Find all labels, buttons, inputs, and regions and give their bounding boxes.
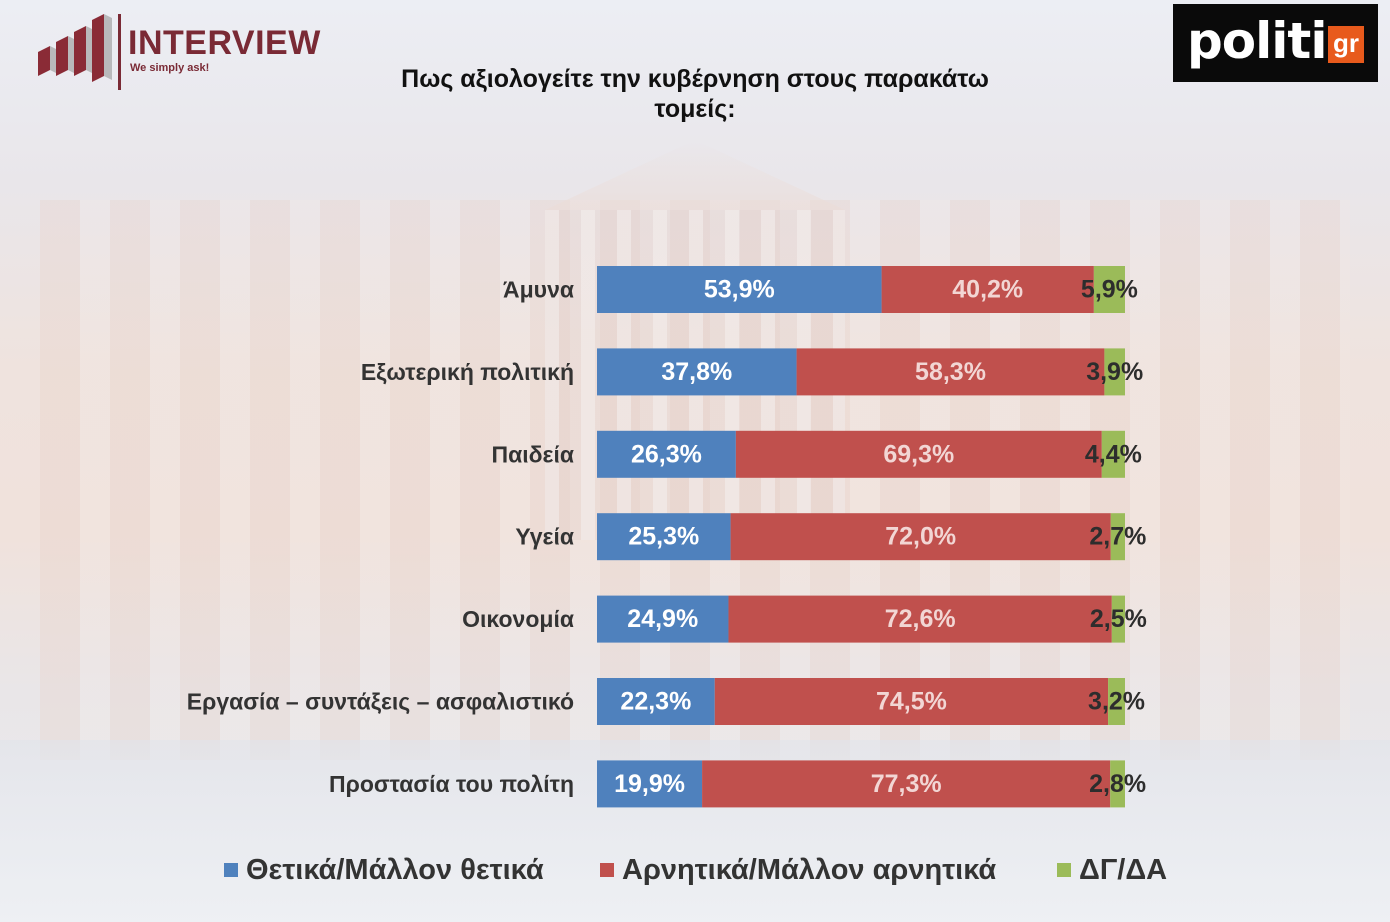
bar-segment-series-2 xyxy=(1111,595,1125,643)
chart-title: Πως αξιολογείτε την κυβέρνηση στους παρα… xyxy=(401,65,989,123)
legend-label: ΔΓ/ΔΑ xyxy=(1079,853,1168,886)
data-label: 2,5% xyxy=(1090,605,1147,633)
bar-segment-series-0 xyxy=(597,678,715,725)
data-label: 77,3% xyxy=(871,770,942,798)
politic-logo-suffix: gr xyxy=(1328,26,1364,63)
politic-logo: politic gr xyxy=(1173,4,1378,82)
bar-segment-series-0 xyxy=(597,266,882,313)
data-label: 3,9% xyxy=(1086,358,1143,386)
data-label: 74,5% xyxy=(876,688,947,716)
bar-segment-series-1 xyxy=(730,513,1111,561)
category-label: Εργασία – συντάξεις – ασφαλιστικό xyxy=(187,689,574,715)
category-label: Προστασία του πολίτη xyxy=(329,771,574,797)
bar-segment-series-0 xyxy=(597,595,729,643)
bar-segment-series-2 xyxy=(1104,348,1125,396)
bar-segment-series-2 xyxy=(1110,513,1125,561)
bar-segment-series-1 xyxy=(728,595,1112,643)
data-label: 2,7% xyxy=(1089,523,1146,551)
bar-segment-series-1 xyxy=(702,760,1111,808)
category-label: Άμυνα xyxy=(503,277,574,303)
data-label: 22,3% xyxy=(620,688,691,716)
data-label: 69,3% xyxy=(883,440,954,468)
category-label: Παιδεία xyxy=(491,441,574,467)
data-label: 2,8% xyxy=(1089,770,1146,798)
legend-item: Αρνητικά/Μάλλον αρνητικά xyxy=(600,850,996,890)
data-label: 19,9% xyxy=(614,770,685,798)
politic-logo-word: politic xyxy=(1187,12,1356,70)
bar-segment-series-2 xyxy=(1108,678,1125,725)
legend-swatch xyxy=(224,863,238,877)
bar-segment-series-1 xyxy=(796,348,1105,396)
legend-label: Θετικά/Μάλλον θετικά xyxy=(246,853,544,886)
interview-logo-tagline: We simply ask! xyxy=(130,62,210,74)
interview-logo-divider xyxy=(118,14,121,90)
data-label: 72,6% xyxy=(885,605,956,633)
legend-item: Θετικά/Μάλλον θετικά xyxy=(224,850,544,890)
data-label: 40,2% xyxy=(952,276,1023,304)
bar-segment-series-1 xyxy=(881,266,1094,313)
bar-segment-series-0 xyxy=(597,348,797,396)
bar-segment-series-0 xyxy=(597,430,736,478)
category-label: Εξωτερική πολιτική xyxy=(361,359,574,385)
data-label: 37,8% xyxy=(661,358,732,386)
interview-logo-mark xyxy=(38,14,112,82)
data-label: 25,3% xyxy=(628,523,699,551)
bar-segment-series-2 xyxy=(1110,760,1125,808)
data-label: 72,0% xyxy=(885,523,956,551)
data-label: 3,2% xyxy=(1088,688,1145,716)
bar-segment-series-2 xyxy=(1101,430,1125,478)
chart-legend: Θετικά/Μάλλον θετικά Αρνητικά/Μάλλον αρνη… xyxy=(0,850,1390,890)
category-label: Οικονομία xyxy=(462,606,574,632)
legend-swatch xyxy=(600,863,614,877)
interview-logo-name: INTERVIEW xyxy=(128,24,321,62)
bar-segment-series-0 xyxy=(597,760,703,808)
bar-segment-series-0 xyxy=(597,513,731,561)
bar-segment-series-1 xyxy=(735,430,1102,478)
data-label: 58,3% xyxy=(915,358,986,386)
legend-item: ΔΓ/ΔΑ xyxy=(1057,850,1167,890)
interview-logo: INTERVIEW We simply ask! xyxy=(36,12,336,92)
data-label: 24,9% xyxy=(627,605,698,633)
data-label: 5,9% xyxy=(1081,276,1138,304)
bar-segment-series-1 xyxy=(714,678,1109,725)
data-label: 26,3% xyxy=(631,440,702,468)
data-label: 4,4% xyxy=(1085,440,1142,468)
legend-label: Αρνητικά/Μάλλον αρνητικά xyxy=(622,853,997,886)
category-label: Υγεία xyxy=(515,524,574,550)
bar-segment-series-2 xyxy=(1093,266,1125,313)
legend-swatch xyxy=(1057,863,1071,877)
data-label: 53,9% xyxy=(704,276,775,304)
